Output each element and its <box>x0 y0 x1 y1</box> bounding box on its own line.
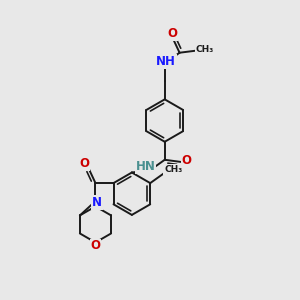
Text: CH₃: CH₃ <box>196 45 214 54</box>
Text: O: O <box>80 157 89 170</box>
Text: O: O <box>182 154 191 167</box>
Text: NH: NH <box>156 55 176 68</box>
Text: O: O <box>91 239 100 253</box>
Text: O: O <box>167 27 177 40</box>
Text: HN: HN <box>136 160 155 173</box>
Text: N: N <box>92 196 102 209</box>
Text: CH₃: CH₃ <box>164 165 182 174</box>
